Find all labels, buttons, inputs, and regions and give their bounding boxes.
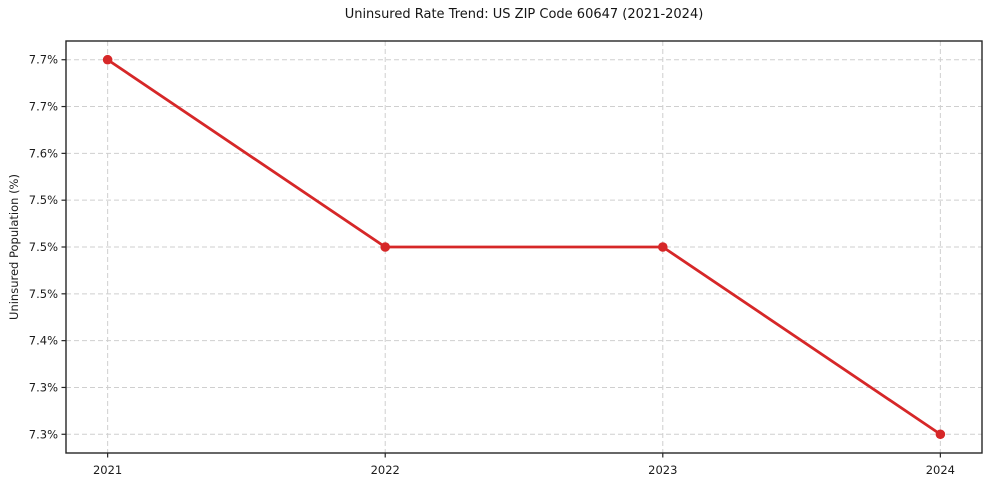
y-tick-label: 7.5% <box>29 193 58 207</box>
y-tick-label: 7.7% <box>29 100 58 114</box>
y-tick-label: 7.5% <box>29 240 58 254</box>
y-tick-label: 7.3% <box>29 380 58 394</box>
y-tick-label: 7.6% <box>29 146 58 160</box>
y-tick-label: 7.4% <box>29 334 58 348</box>
y-tick-label: 7.7% <box>29 53 58 67</box>
y-tick-label: 7.5% <box>29 287 58 301</box>
trend-line <box>106 58 942 436</box>
x-tick-label: 2024 <box>926 463 955 477</box>
y-tick-label: 7.3% <box>29 427 58 441</box>
data-point <box>102 54 113 65</box>
x-tick-label: 2023 <box>648 463 677 477</box>
data-point <box>380 242 391 252</box>
x-tick-label: 2021 <box>93 463 122 477</box>
chart-title: Uninsured Rate Trend: US ZIP Code 60647 … <box>344 7 704 22</box>
data-point <box>935 429 946 440</box>
data-point <box>657 242 668 252</box>
x-tick-label: 2022 <box>371 463 400 477</box>
